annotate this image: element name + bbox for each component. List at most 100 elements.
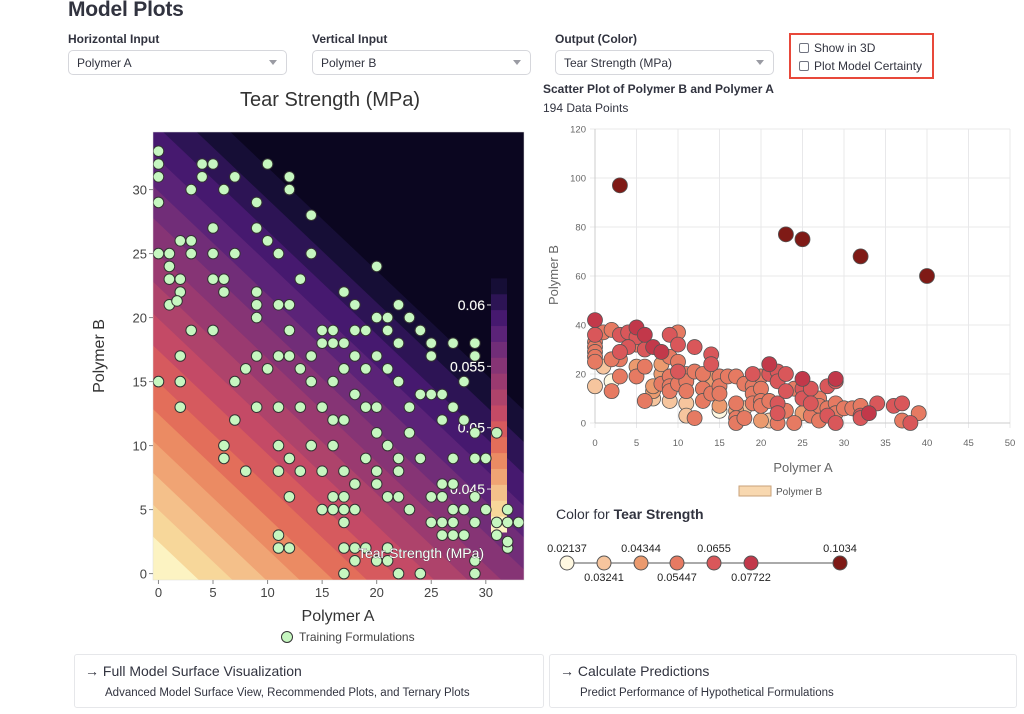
y-tick-label: 40: [575, 321, 586, 332]
legend-training-label[interactable]: Training Formulations: [299, 630, 415, 644]
training-point: [207, 222, 219, 234]
training-point: [250, 311, 263, 324]
training-point: [359, 542, 372, 554]
scatter-point: [603, 383, 620, 400]
training-point: [327, 491, 339, 503]
colorbar-segment: [491, 325, 507, 342]
colorbar-tick-label: 0.06: [458, 297, 485, 313]
scatter-point: [827, 370, 844, 387]
colorbar-segment: [491, 309, 507, 327]
output-color-value: Tear Strength (MPa): [564, 55, 673, 70]
colorbar-segment: [491, 484, 507, 501]
training-point: [185, 235, 197, 247]
scatter-point: [769, 405, 786, 422]
training-point: [349, 324, 361, 337]
scatter-x-axis-label: Polymer A: [773, 460, 833, 475]
output-color-select[interactable]: Tear Strength (MPa): [555, 50, 774, 75]
training-point: [171, 295, 183, 307]
x-tick-label: 30: [839, 438, 850, 449]
page-title: Model Plots: [68, 0, 184, 21]
training-point: [447, 452, 459, 465]
training-point: [381, 311, 394, 324]
scatter-grid: 0 5 10 15 20 25 30 35 40 45 50 0 20 40 60 80 100 120: [570, 125, 1015, 450]
training-point: [294, 465, 307, 478]
training-point: [447, 516, 459, 529]
y-tick-label: 20: [575, 370, 586, 381]
colorbar-title: Tear Strength (MPa): [358, 545, 484, 561]
training-point: [370, 427, 383, 439]
training-point: [480, 503, 492, 516]
legend-stop-label: 0.1034: [823, 543, 857, 555]
training-point: [218, 452, 230, 465]
training-point: [174, 375, 187, 388]
scatter-chart[interactable]: 0 5 10 15 20 25 30 35 40 45 50 0 20 40 60 80 100 120 Poly…: [540, 120, 1024, 505]
training-point: [436, 414, 448, 426]
training-point: [218, 286, 230, 298]
x-tick-label: 35: [880, 438, 891, 449]
plot-model-certainty-label: Plot Model Certainty: [814, 59, 923, 73]
training-point: [316, 401, 328, 414]
legend-stop-label: 0.04344: [621, 543, 661, 555]
training-point: [163, 247, 176, 260]
training-point: [349, 503, 361, 516]
training-point: [469, 427, 481, 439]
colorbar-segment: [491, 262, 507, 279]
colorbar-tick-label: 0.055: [450, 358, 485, 374]
scatter-legend-swatch: [738, 485, 772, 497]
training-point: [261, 158, 274, 170]
training-point: [359, 452, 372, 465]
training-point: [272, 465, 285, 478]
training-point: [447, 503, 459, 516]
training-point: [436, 491, 448, 503]
training-point: [392, 491, 405, 503]
scatter-point: [902, 415, 919, 431]
horizontal-input-label: Horizontal Input: [68, 32, 160, 46]
horizontal-input-select[interactable]: Polymer A: [68, 50, 287, 75]
legend-stop-marker: [559, 555, 575, 571]
full-model-surface-card[interactable]: → Full Model Surface Visualization Advan…: [74, 654, 544, 708]
training-point: [403, 427, 416, 439]
training-point: [283, 183, 296, 196]
scatter-point: [587, 326, 603, 343]
training-point: [458, 503, 470, 516]
training-point: [185, 183, 197, 196]
training-point: [327, 414, 339, 426]
training-point: [349, 388, 361, 401]
training-point: [436, 388, 448, 401]
scatter-legend-label[interactable]: Polymer B: [776, 487, 822, 498]
training-point: [305, 247, 318, 260]
training-point: [305, 350, 318, 362]
training-point: [174, 273, 187, 285]
training-point: [283, 324, 296, 337]
training-point: [414, 324, 427, 337]
checkbox-icon[interactable]: [799, 43, 809, 53]
training-point: [283, 542, 296, 554]
training-point: [153, 196, 165, 209]
training-point: [207, 273, 219, 285]
training-point: [218, 183, 230, 196]
calculate-predictions-card[interactable]: → Calculate Predictions Predict Performa…: [549, 654, 1017, 708]
training-point: [327, 337, 339, 349]
scatter-point: [777, 383, 794, 400]
training-point: [425, 337, 438, 349]
checkbox-icon[interactable]: [799, 61, 809, 71]
training-point: [250, 196, 263, 209]
vertical-input-select[interactable]: Polymer B: [312, 50, 531, 75]
training-point: [490, 529, 503, 542]
training-point: [370, 465, 383, 478]
scatter-point: [794, 370, 811, 387]
plot-model-certainty-checkbox[interactable]: Plot Model Certainty: [799, 57, 932, 75]
show-in-3d-checkbox[interactable]: Show in 3D: [799, 39, 932, 57]
training-point: [392, 337, 405, 349]
color-legend-title-bold: Tear Strength: [613, 506, 704, 522]
training-point: [501, 503, 514, 516]
scatter-point: [852, 248, 869, 265]
scatter-point: [636, 393, 653, 409]
training-point: [261, 235, 274, 247]
training-point: [370, 478, 383, 490]
training-point: [272, 247, 285, 260]
y-tick-label: 0: [581, 419, 586, 430]
legend-stop-marker: [596, 555, 612, 571]
